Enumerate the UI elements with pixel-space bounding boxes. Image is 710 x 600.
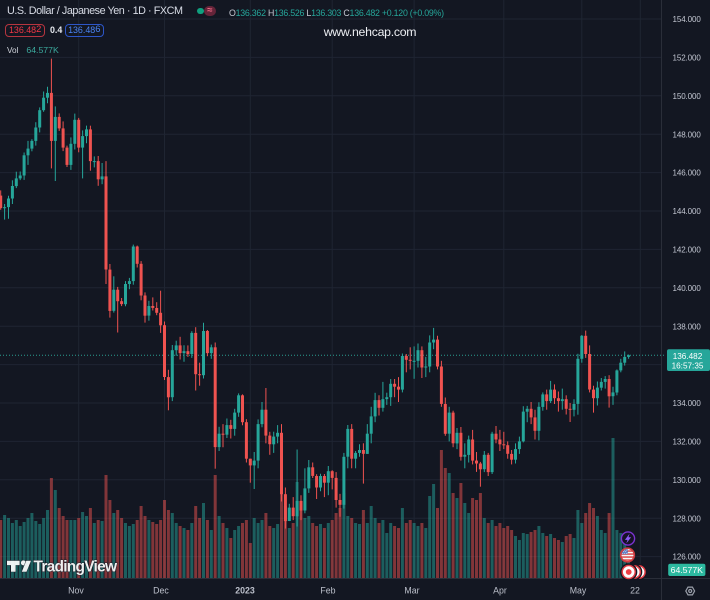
svg-text:136.482: 136.482 (673, 352, 703, 361)
svg-text:64.577K: 64.577K (671, 565, 704, 575)
svg-text:128.000: 128.000 (673, 514, 702, 523)
svg-text:134.000: 134.000 (673, 399, 702, 408)
svg-text:16:57:35: 16:57:35 (672, 362, 704, 371)
svg-text:132.000: 132.000 (673, 438, 702, 447)
svg-text:TradingView: TradingView (34, 559, 118, 576)
svg-text:Nov: Nov (68, 585, 84, 595)
svg-text:Dec: Dec (153, 585, 169, 595)
svg-text:Mar: Mar (404, 585, 419, 595)
svg-text:142.000: 142.000 (673, 246, 702, 255)
svg-text:138.000: 138.000 (673, 322, 702, 331)
svg-text:Apr: Apr (493, 585, 507, 595)
svg-text:144.000: 144.000 (673, 207, 702, 216)
svg-text:130.000: 130.000 (673, 476, 702, 485)
svg-text:22: 22 (630, 585, 640, 595)
svg-text:140.000: 140.000 (673, 284, 702, 293)
svg-text:Feb: Feb (320, 585, 335, 595)
svg-text:May: May (570, 585, 587, 595)
svg-text:154.000: 154.000 (673, 15, 702, 24)
svg-text:126.000: 126.000 (673, 553, 702, 562)
svg-text:150.000: 150.000 (673, 92, 702, 101)
svg-text:148.000: 148.000 (673, 130, 702, 139)
svg-text:2023: 2023 (235, 585, 255, 595)
svg-text:152.000: 152.000 (673, 54, 702, 63)
svg-text:146.000: 146.000 (673, 169, 702, 178)
